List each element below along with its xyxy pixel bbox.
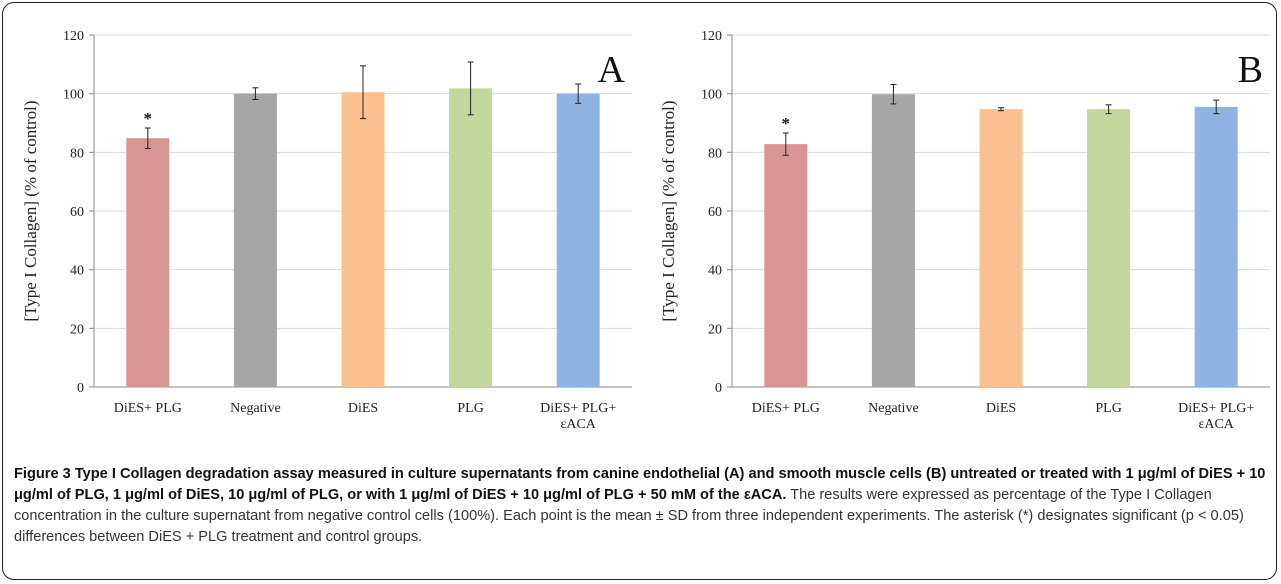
bar: [556, 93, 600, 388]
y-tick-label: 100: [63, 88, 84, 103]
bar: [979, 109, 1023, 388]
significance-marker: *: [782, 114, 791, 133]
y-tick-label: 60: [708, 205, 722, 220]
bar: [126, 138, 170, 387]
x-tick-label: DiES+ PLG+: [540, 401, 616, 416]
chart-panel-b: 0 20 40 60 80 100 120 [Type I Collagen] (% of c…: [659, 29, 1270, 432]
y-tick-label: 40: [708, 264, 722, 279]
bar: [449, 88, 493, 388]
bar: [764, 144, 808, 387]
x-tick-label: DiES: [348, 401, 378, 416]
x-tick-label: εACA: [1198, 417, 1234, 432]
y-tick-label: 0: [77, 381, 84, 396]
x-tick-label: εACA: [560, 417, 596, 432]
y-tick-label: 100: [701, 88, 722, 103]
y-tick-label: 0: [715, 381, 722, 396]
y-tick-label: 120: [63, 29, 84, 44]
caption-title: Figure 3 Type I Collagen degradation ass…: [14, 466, 1266, 503]
bar: [871, 94, 915, 388]
y-axis-label: [Type I Collagen] (% of control): [21, 100, 40, 321]
x-tick-label: Negative: [230, 401, 281, 416]
y-tick-label: 80: [70, 146, 84, 161]
y-tick-label: 20: [70, 322, 84, 337]
bar: [1194, 106, 1238, 387]
x-tick-label: Negative: [868, 401, 919, 416]
bar: [1087, 109, 1131, 388]
bar: [233, 93, 277, 388]
significance-marker: *: [144, 109, 153, 128]
x-tick-label: DiES: [986, 401, 1016, 416]
x-tick-label: PLG: [457, 401, 483, 416]
y-tick-label: 80: [708, 146, 722, 161]
y-tick-label: 60: [70, 205, 84, 220]
y-tick-label: 20: [708, 322, 722, 337]
y-tick-label: 120: [701, 29, 722, 44]
x-tick-label: PLG: [1095, 401, 1121, 416]
bar: [341, 92, 385, 387]
chart-panel-a: 0 20 40 60 80 100 120 [Type I Collagen] (% of c…: [21, 29, 632, 432]
y-tick-label: 40: [70, 264, 84, 279]
y-axis-label: [Type I Collagen] (% of control): [659, 100, 678, 321]
x-tick-label: DiES+ PLG+: [1178, 401, 1254, 416]
panel-label: B: [1238, 49, 1263, 91]
x-tick-label: DiES+ PLG: [114, 401, 182, 416]
x-tick-label: DiES+ PLG: [752, 401, 820, 416]
panel-label: A: [598, 49, 626, 91]
caption-text: The results were expressed as percentage…: [14, 487, 1244, 545]
figure-caption: Figure 3 Type I Collagen degradation ass…: [14, 464, 1270, 548]
